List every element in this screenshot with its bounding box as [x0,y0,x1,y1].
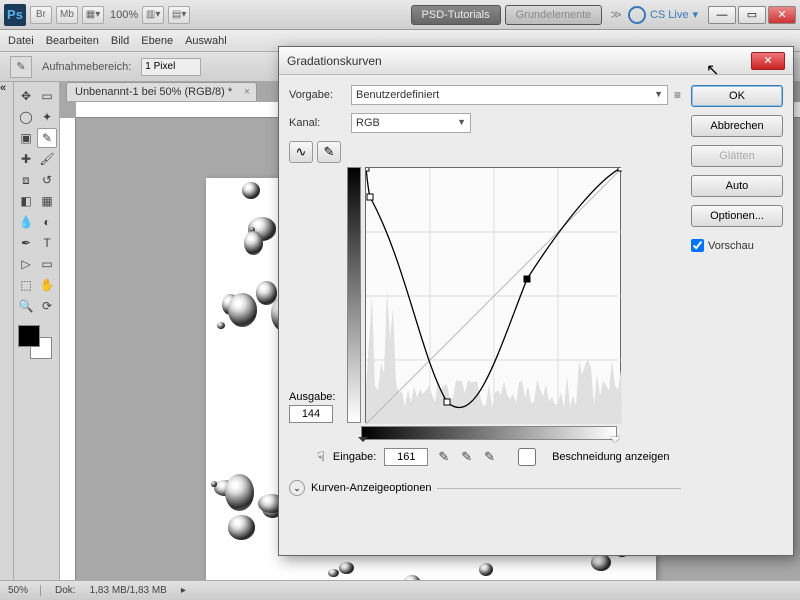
extras-button[interactable]: ▤▾ [168,6,190,24]
curve-point-tool[interactable]: ∿ [289,141,313,163]
shape-tool[interactable]: ▭ [37,254,57,274]
eyedropper-white-icon[interactable]: ✎ [484,449,495,465]
eyedropper-black-icon[interactable]: ✎ [438,449,449,465]
menu-ebene[interactable]: Ebene [141,35,173,47]
status-bar: 50% Dok: 1,83 MB/1,83 MB ▸ [0,580,800,600]
move-tool[interactable]: ✥ [16,86,36,106]
eraser-tool[interactable]: ◧ [16,191,36,211]
document-tab[interactable]: Unbenannt-1 bei 50% (RGB/8) *× [66,82,257,101]
ok-button[interactable]: OK [691,85,783,107]
marquee-tool[interactable]: ▭ [37,86,57,106]
maximize-button[interactable]: ▭ [738,6,766,24]
app-titlebar: Ps Br Mb ▦▾ 100% ▥▾ ▤▾ PSD-Tutorials Gru… [0,0,800,30]
curve-pencil-tool[interactable]: ✎ [317,141,341,163]
lasso-tool[interactable]: ◯ [16,107,36,127]
channel-label: Kanal: [289,117,345,129]
hand-tool[interactable]: ✋ [37,275,57,295]
eyedropper-gray-icon[interactable]: ✎ [461,449,472,465]
output-field[interactable] [289,405,333,423]
menu-datei[interactable]: Datei [8,35,34,47]
dialog-close-button[interactable]: ✕ [751,52,785,70]
sample-size-input[interactable] [141,58,201,76]
auto-button[interactable]: Auto [691,175,783,197]
ps-app-icon: Ps [4,4,26,26]
status-doc-label: Dok: [55,585,76,596]
stamp-tool[interactable]: ⧈ [16,170,36,190]
bridge-button[interactable]: Br [30,6,52,24]
blur-tool[interactable]: 💧 [16,212,36,232]
curves-dialog: Gradationskurven ✕ Vorgabe: Benutzerdefi… [278,46,794,556]
menu-bearbeiten[interactable]: Bearbeiten [46,35,99,47]
type-tool[interactable]: T [37,233,57,253]
preset-select[interactable]: Benutzerdefiniert▼ [351,85,668,105]
wand-tool[interactable]: ✦ [37,107,57,127]
vertical-gradient [347,167,361,423]
color-swatches[interactable] [16,323,56,357]
pen-tool[interactable]: ✒ [16,233,36,253]
tab-close-icon[interactable]: × [244,86,250,98]
screenmode-button[interactable]: ▦▾ [82,6,104,24]
eyedropper-icon: ✎ [10,56,32,78]
options-button[interactable]: Optionen... [691,205,783,227]
crop-tool[interactable]: ▣ [16,128,36,148]
zoom-tool[interactable]: 🔍 [16,296,36,316]
preset-label: Vorgabe: [289,89,345,101]
output-label: Ausgabe: [289,391,335,403]
tools-panel: ✥ ▭ ◯ ✦ ▣ ✎ ✚ 🖌 ⧈ ↺ ◧ ▦ 💧 ◐ ✒ T ▷ ▭ ⬚ ✋ … [14,82,60,580]
minimize-button[interactable]: — [708,6,736,24]
foreground-swatch[interactable] [18,325,40,347]
ruler-vertical [60,118,76,580]
minibridge-button[interactable]: Mb [56,6,78,24]
menu-auswahl[interactable]: Auswahl [185,35,227,47]
preset-menu-icon[interactable]: ≡ [674,88,681,102]
workspace-more-icon[interactable]: ≫ [610,8,622,21]
history-brush-tool[interactable]: ↺ [37,170,57,190]
brush-tool[interactable]: 🖌 [37,149,57,169]
dialog-titlebar[interactable]: Gradationskurven ✕ [279,47,793,75]
status-arrow-icon[interactable]: ▸ [181,585,186,596]
hand-on-curve-icon[interactable]: ☟ [317,449,325,465]
horizontal-gradient [361,426,617,440]
eyedropper-tool[interactable]: ✎ [37,128,57,148]
display-options-label: Kurven-Anzeigeoptionen [311,482,431,494]
dialog-title: Gradationskurven [287,54,382,68]
input-label: Eingabe: [333,451,376,463]
dodge-tool[interactable]: ◐ [37,212,57,232]
workspace-tab-2[interactable]: Grundelemente [505,5,603,25]
arrange-button[interactable]: ▥▾ [142,6,164,24]
status-zoom[interactable]: 50% [8,585,41,596]
zoom-level[interactable]: 100% [110,9,138,21]
preview-checkbox[interactable]: Vorschau [691,239,783,252]
curve-graph[interactable] [365,167,621,423]
rotate-tool[interactable]: ⟳ [37,296,57,316]
gradient-tool[interactable]: ▦ [37,191,57,211]
menu-bild[interactable]: Bild [111,35,129,47]
close-button[interactable]: ✕ [768,6,796,24]
cancel-button[interactable]: Abbrechen [691,115,783,137]
smooth-button: Glätten [691,145,783,167]
cs-live-button[interactable]: CS Live ▾ [628,6,698,24]
left-collapse-strip[interactable]: « [0,82,14,580]
heal-tool[interactable]: ✚ [16,149,36,169]
display-options-toggle[interactable]: ⌄ [289,480,305,496]
workspace-tab-1[interactable]: PSD-Tutorials [411,5,501,25]
status-doc-size: 1,83 MB/1,83 MB [90,585,167,596]
sample-size-label: Aufnahmebereich: [42,61,131,73]
3d-tool[interactable]: ⬚ [16,275,36,295]
channel-select[interactable]: RGB▼ [351,113,471,133]
path-tool[interactable]: ▷ [16,254,36,274]
input-field[interactable] [384,448,428,466]
clipping-checkbox[interactable]: Beschneidung anzeigen [505,448,669,466]
